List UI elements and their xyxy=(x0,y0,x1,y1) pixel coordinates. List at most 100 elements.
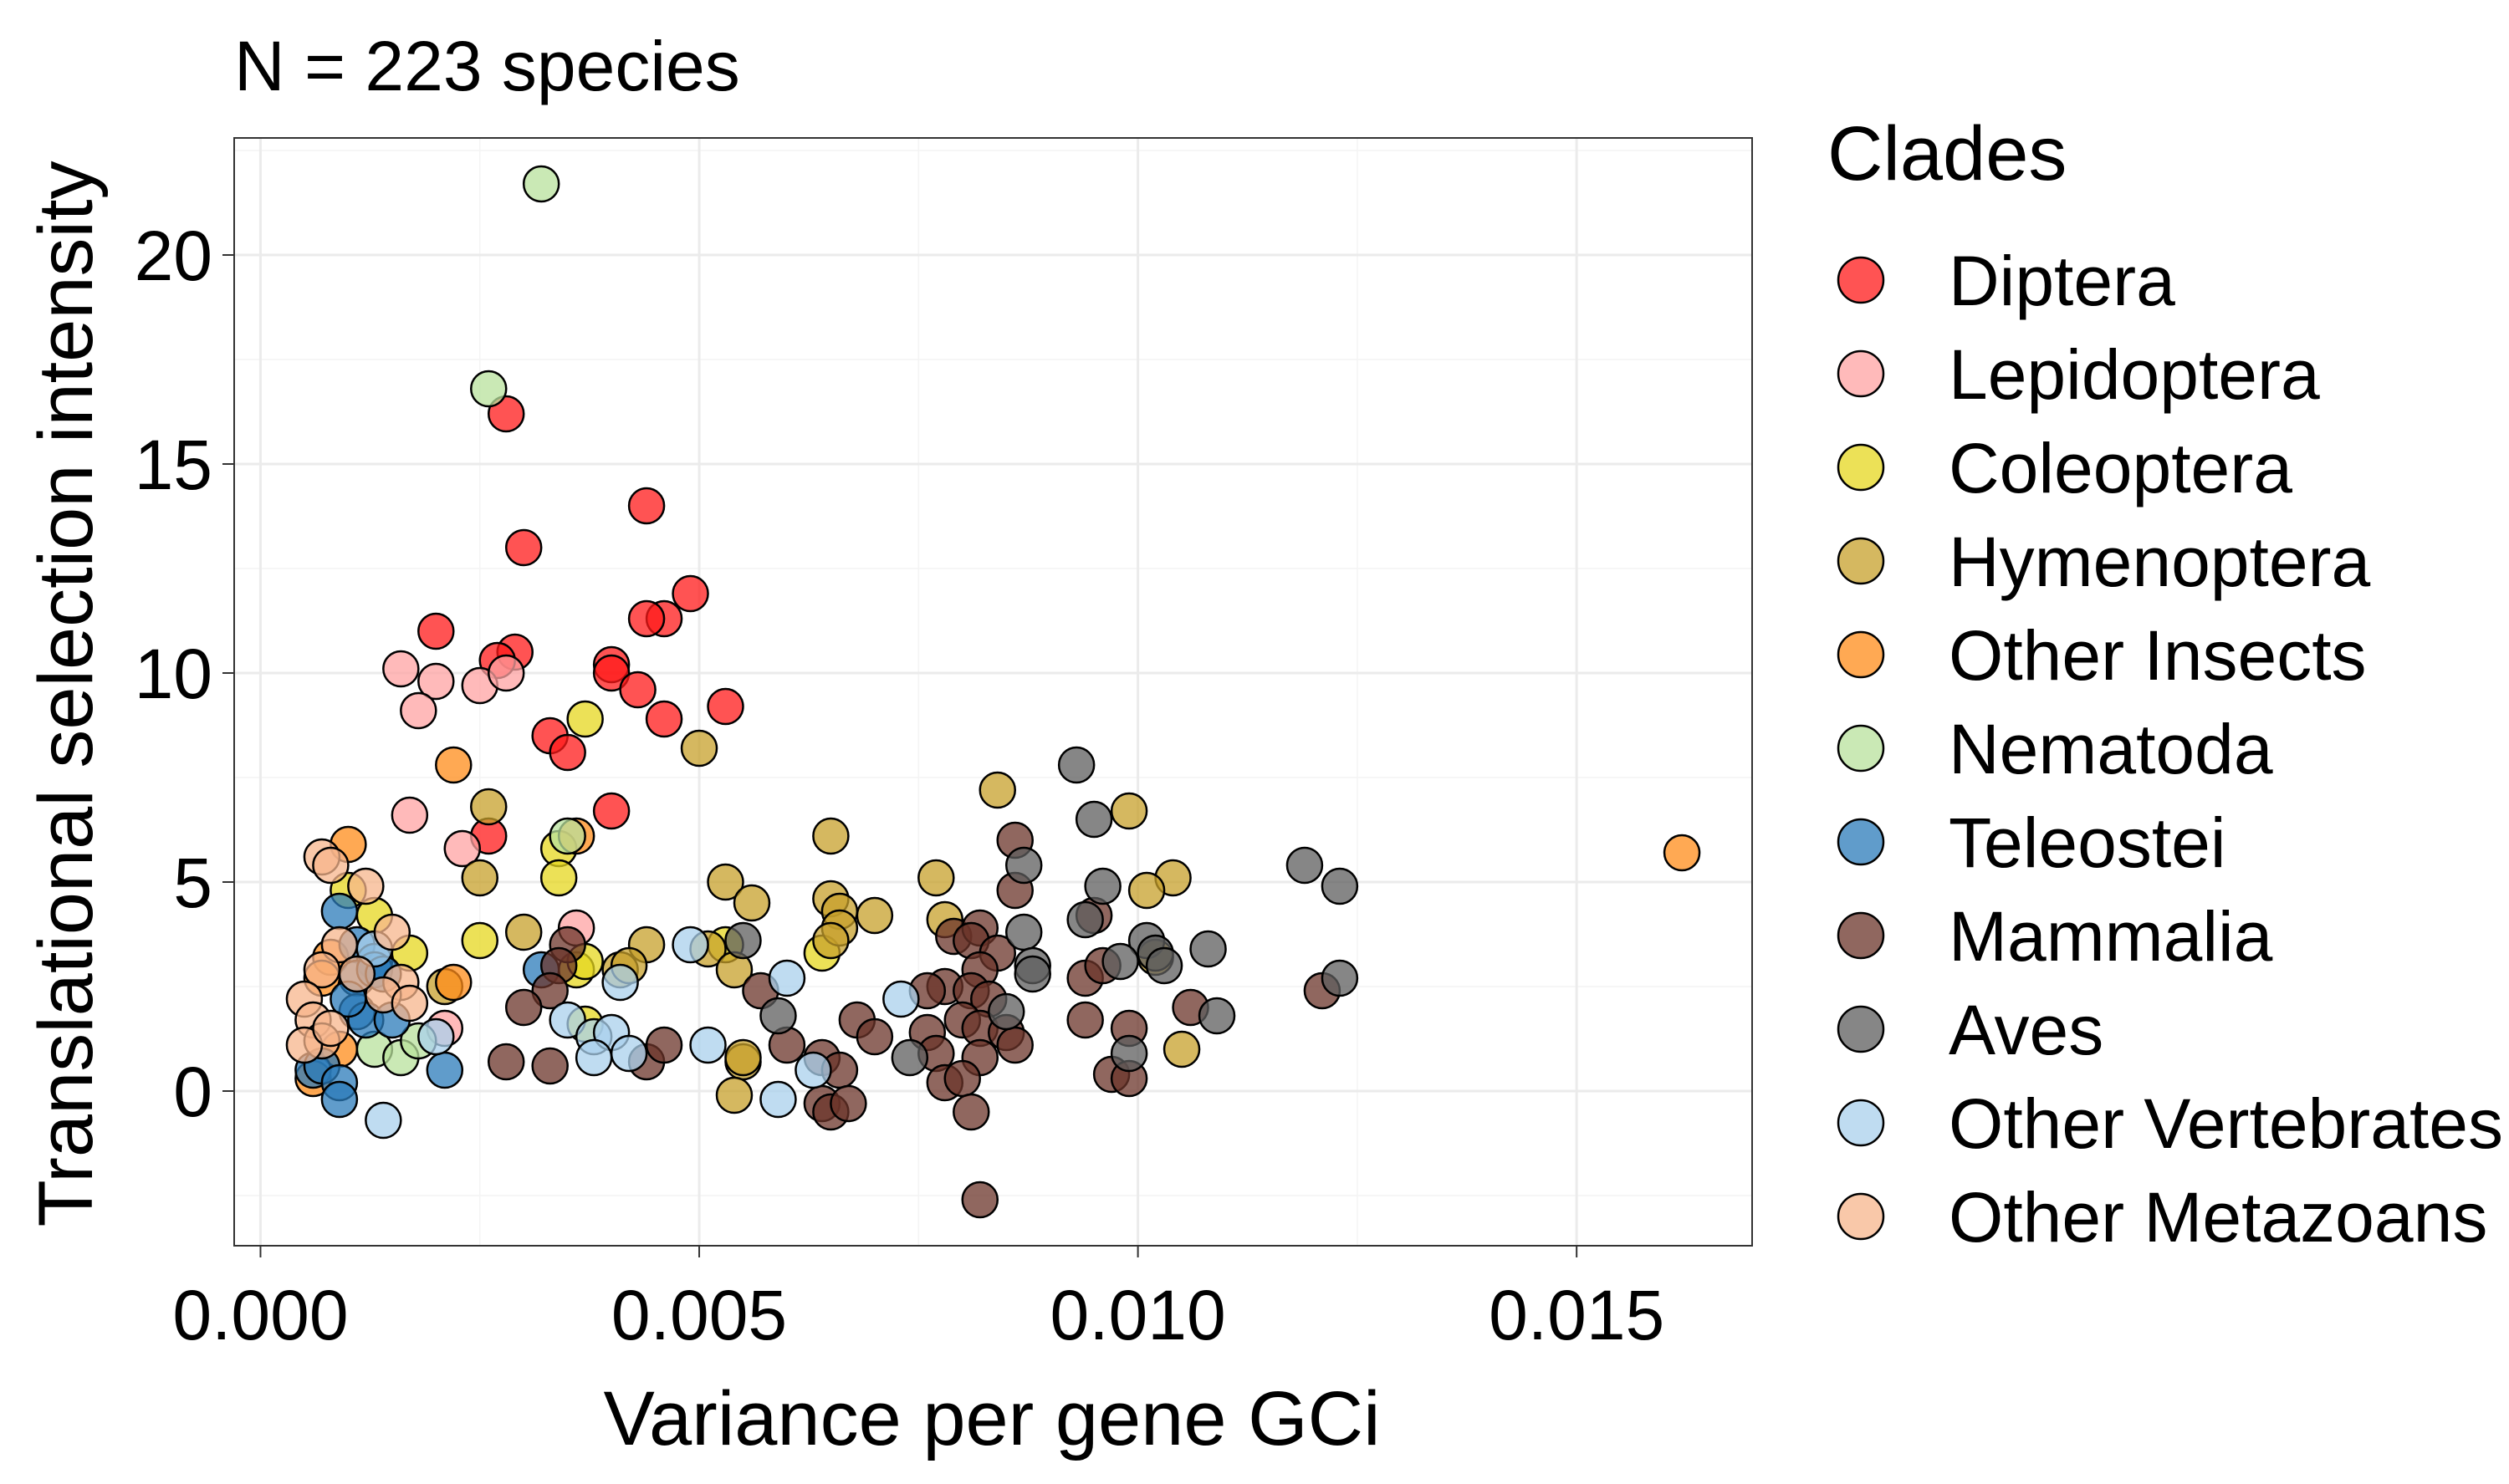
data-point xyxy=(417,1017,455,1056)
data-point xyxy=(1321,959,1359,997)
data-point xyxy=(856,896,894,935)
legend-swatch xyxy=(1837,256,1885,304)
data-point xyxy=(575,1038,613,1077)
legend-item: Teleostei xyxy=(1837,803,2226,882)
data-point xyxy=(400,691,437,730)
y-tick-label: 5 xyxy=(173,844,212,922)
data-point xyxy=(549,1001,586,1039)
data-point xyxy=(373,913,411,951)
data-point xyxy=(320,892,359,931)
x-tick-label: 0.015 xyxy=(1489,1276,1664,1354)
legend-item: Diptera xyxy=(1837,242,2175,320)
y-tick-label: 15 xyxy=(135,426,212,504)
data-point xyxy=(715,1076,754,1114)
data-point xyxy=(1004,846,1043,885)
data-point xyxy=(707,863,744,901)
data-point xyxy=(549,817,586,855)
data-point xyxy=(601,963,639,1002)
legend-swatch xyxy=(1837,1192,1885,1241)
data-point xyxy=(1110,1034,1148,1073)
data-point xyxy=(1145,946,1183,985)
data-point xyxy=(382,650,420,688)
data-point xyxy=(795,1051,832,1089)
legend-item: Aves xyxy=(1837,991,2103,1069)
legend-item: Mammalia xyxy=(1837,897,2273,976)
chart-title: N = 223 species xyxy=(234,27,740,105)
legend-item: Other Insects xyxy=(1837,616,2367,695)
y-tick-label: 0 xyxy=(173,1053,212,1131)
y-axis-title: Translational selection intensity xyxy=(23,161,109,1226)
data-point xyxy=(856,1017,894,1056)
x-tick-label: 0.000 xyxy=(172,1276,348,1354)
data-point xyxy=(435,746,473,784)
legend-label: Lepidoptera xyxy=(1949,335,2320,414)
data-point xyxy=(812,921,850,960)
data-point xyxy=(539,859,578,897)
data-point xyxy=(882,980,920,1018)
legend-label: Teleostei xyxy=(1949,803,2226,882)
legend-item: Other Vertebrates xyxy=(1837,1084,2503,1163)
data-point xyxy=(592,792,631,830)
legend-swatch xyxy=(1837,1099,1885,1147)
legend-label: Other Metazoans xyxy=(1949,1178,2487,1257)
data-point xyxy=(830,1084,867,1123)
data-point xyxy=(1084,867,1122,905)
panel-border xyxy=(233,137,1753,1247)
legend: Clades Diptera Lepidoptera Coleoptera Hymen… xyxy=(1827,111,2503,1257)
data-point xyxy=(504,528,543,567)
data-point xyxy=(917,859,955,897)
data-point xyxy=(461,859,499,897)
data-point xyxy=(487,1043,525,1081)
data-point xyxy=(531,971,569,1010)
data-point xyxy=(531,1047,569,1085)
legend-swatch xyxy=(1837,724,1885,773)
data-point xyxy=(812,817,850,855)
legend-item: Hymenoptera xyxy=(1837,523,2371,601)
data-point xyxy=(426,1051,464,1089)
data-point xyxy=(487,654,525,692)
data-point xyxy=(768,959,806,997)
data-point xyxy=(1066,1001,1104,1039)
x-tick-label: 0.010 xyxy=(1050,1276,1225,1354)
data-point xyxy=(733,884,771,922)
data-point xyxy=(979,771,1016,809)
x-axis-title: Variance per gene GCi xyxy=(603,1376,1380,1461)
legend-item: Coleoptera xyxy=(1837,429,2292,507)
data-point xyxy=(1075,800,1113,839)
data-point xyxy=(724,1038,762,1077)
data-points xyxy=(285,165,1701,1219)
legend-item: Lepidoptera xyxy=(1837,335,2320,414)
data-point xyxy=(1066,900,1104,939)
legend-item: Other Metazoans xyxy=(1837,1178,2487,1257)
data-point xyxy=(1014,955,1051,993)
legend-label: Diptera xyxy=(1949,242,2175,320)
data-point xyxy=(417,662,455,701)
data-point xyxy=(1321,867,1359,905)
data-point xyxy=(1198,997,1236,1035)
data-point xyxy=(312,846,350,885)
legend-swatch xyxy=(1837,1005,1885,1053)
data-point xyxy=(627,487,666,525)
y-axis: 0 5 10 15 20 xyxy=(135,217,234,1131)
data-point xyxy=(1110,792,1148,830)
data-point xyxy=(1127,871,1166,910)
x-tick-label: 0.005 xyxy=(611,1276,787,1354)
legend-label: Aves xyxy=(1949,991,2103,1069)
legend-label: Hymenoptera xyxy=(1949,523,2371,601)
data-point xyxy=(724,921,762,960)
legend-swatch xyxy=(1837,443,1885,492)
data-point xyxy=(961,1181,999,1219)
legend-title: Clades xyxy=(1827,111,2067,196)
data-point xyxy=(469,788,508,826)
data-point xyxy=(1285,846,1324,885)
legend-swatch xyxy=(1837,630,1885,679)
data-point xyxy=(891,1038,929,1077)
legend-item: Nematoda xyxy=(1837,710,2273,788)
x-axis: 0.000 0.005 0.010 0.015 xyxy=(172,1246,1664,1354)
data-point xyxy=(1663,834,1701,872)
data-point xyxy=(461,921,499,960)
data-point xyxy=(1057,746,1096,784)
legend-swatch xyxy=(1837,349,1885,398)
data-point xyxy=(312,1009,350,1048)
